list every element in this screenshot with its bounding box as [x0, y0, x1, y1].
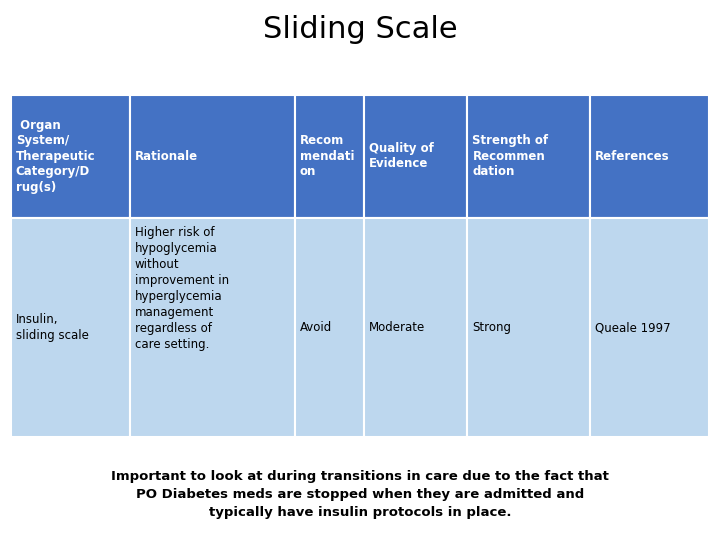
Text: Higher risk of
hypoglycemia
without
improvement in
hyperglycemia
management
rega: Higher risk of hypoglycemia without impr… — [135, 226, 229, 351]
Bar — [590, 218, 709, 437]
Bar — [590, 94, 709, 218]
Bar — [11, 94, 130, 218]
Bar — [294, 94, 364, 218]
Text: References: References — [595, 150, 670, 163]
Text: Sliding Scale: Sliding Scale — [263, 15, 457, 44]
Text: Quality of
Evidence: Quality of Evidence — [369, 142, 433, 171]
Text: Insulin,
sliding scale: Insulin, sliding scale — [16, 313, 89, 342]
Bar — [294, 218, 364, 437]
Text: Rationale: Rationale — [135, 150, 198, 163]
Text: Strong: Strong — [472, 321, 511, 334]
Text: Organ
System/
Therapeutic
Category/D
rug(s): Organ System/ Therapeutic Category/D rug… — [16, 119, 96, 194]
Text: Recom
mendati
on: Recom mendati on — [300, 134, 354, 178]
Bar — [130, 218, 294, 437]
Text: Strength of
Recommen
dation: Strength of Recommen dation — [472, 134, 549, 178]
Text: Moderate: Moderate — [369, 321, 425, 334]
Bar — [130, 94, 294, 218]
Text: Avoid: Avoid — [300, 321, 332, 334]
Bar — [467, 218, 590, 437]
Text: Queale 1997: Queale 1997 — [595, 321, 671, 334]
Bar — [364, 218, 467, 437]
Bar — [467, 94, 590, 218]
Text: Important to look at during transitions in care due to the fact that
PO Diabetes: Important to look at during transitions … — [111, 470, 609, 518]
Bar — [11, 218, 130, 437]
Bar — [364, 94, 467, 218]
